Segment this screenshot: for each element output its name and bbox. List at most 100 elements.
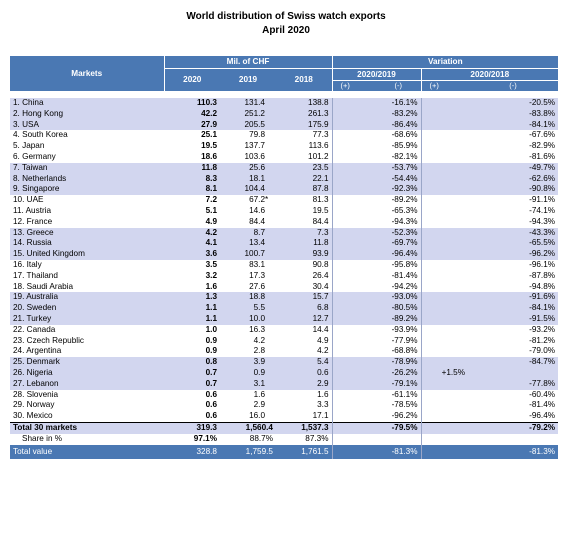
value-2019-cell: 0.9: [220, 367, 276, 379]
value-2019-cell: 100.7: [220, 249, 276, 260]
var-plus-19: [332, 378, 377, 390]
var-minus-19: -68.6%: [376, 130, 422, 142]
var-minus-18: -65.5%: [468, 238, 559, 250]
value-2018: 77.3: [276, 130, 333, 142]
value-2019-cell: 25.6: [220, 162, 276, 174]
value-2020: 3.5: [205, 259, 217, 269]
value-2019-cell: 3.9: [220, 357, 276, 368]
var-minus-18: -81.6%: [529, 151, 556, 161]
var-plus-18: [421, 249, 469, 260]
value-2019-cell: 8.7: [220, 227, 276, 239]
market-name: 30. Mexico: [13, 411, 53, 421]
table-row: 13. Greece 4.2 8.7 7.3 -52.3% -43.3%: [10, 227, 559, 239]
var-plus-18: [421, 152, 468, 163]
value-2020: 4.9: [205, 216, 217, 226]
var-minus-19: -78.9%: [376, 357, 422, 368]
var-plus-18: [421, 227, 469, 239]
market-name: 10. UAE: [13, 195, 44, 205]
value-2020: 18.6: [201, 151, 217, 161]
share-label: Share in %: [10, 433, 164, 445]
var-plus-19: [332, 152, 376, 163]
report-period: April 2020: [262, 25, 310, 36]
value-2018: 93.9: [276, 249, 333, 260]
var-minus-19: -85.9%: [376, 141, 422, 152]
value-2020: 0.6: [205, 400, 217, 410]
value-2018: 30.4: [276, 281, 333, 293]
value-2019: 83.1: [249, 259, 265, 269]
year-2020-header: 2020: [183, 75, 202, 85]
value-2018: 87.8: [276, 184, 333, 196]
header-row-top: Markets Mil. of CHF Variation: [10, 56, 559, 91]
exports-table: Markets Mil. of CHF Variation 2020 2019 …: [10, 56, 559, 459]
value-2019: 4.2: [253, 335, 265, 345]
value-2019-cell: 10.0: [220, 313, 276, 325]
var-minus-18: -67.6%: [529, 130, 556, 140]
value-2020: 19.5: [201, 141, 217, 151]
table-row: 23. Czech Republic 0.9 4.2 4.9 -77.9% -81.2%: [10, 335, 558, 347]
total-value-2019: 1,759.5: [220, 444, 276, 459]
var-minus-18: [468, 367, 559, 379]
value-2019: 17.3: [249, 270, 265, 280]
value-2019: 27.6: [249, 281, 265, 291]
var-plus-19: [332, 260, 376, 271]
var-plus-18: [421, 357, 469, 368]
value-2018: 261.3: [276, 108, 333, 120]
var-minus-18: -79.0%: [529, 346, 556, 356]
var-plus-19: [332, 400, 376, 411]
table-row: 7. Taiwan 11.8 25.6 23.5 -53.7% -49.7%: [10, 162, 559, 174]
value-2019: 14.6: [249, 205, 265, 215]
total-30-2020: 319.3: [164, 421, 220, 434]
value-2019: 13.4: [249, 238, 265, 248]
value-2019: 131.4: [244, 98, 266, 107]
value-2019: 8.7: [253, 227, 265, 237]
value-2019-cell: 18.1: [220, 173, 276, 185]
value-2019-cell: 16.0: [220, 411, 276, 422]
mil-chf-header: Mil. of CHF: [164, 56, 333, 69]
var-minus-18: -82.9%: [529, 141, 556, 151]
value-2019-cell: 3.1: [220, 378, 276, 390]
var-plus-18: [421, 141, 468, 152]
var-plus-18: [421, 292, 469, 304]
table-row: 9. Singapore 8.1 104.4 87.8 -92.3% -90.8%: [10, 184, 559, 196]
value-2020: 11.8: [164, 162, 220, 174]
value-2019: 16.0: [249, 411, 265, 421]
value-2020: 7.2: [205, 195, 217, 205]
var-minus-18: -49.7%: [468, 162, 559, 174]
var-minus-19: -79.1%: [376, 378, 422, 390]
var-plus-19: [332, 130, 376, 141]
var-minus-18: -20.5%: [468, 98, 559, 109]
value-2020: 1.3: [164, 292, 220, 304]
value-2020: 0.7: [164, 367, 220, 379]
market-name: 24. Argentina: [13, 346, 62, 356]
value-2019-cell: 2.8: [220, 346, 276, 357]
var-minus-18: -60.4%: [529, 389, 556, 399]
table-row: 18. Saudi Arabia 1.6 27.6 30.4 -94.2% -94.8%: [10, 281, 558, 293]
var-minus-18: -91.6%: [468, 292, 559, 304]
table-row: 14. Russia 4.1 13.4 11.8 -69.7% -65.5%: [10, 238, 559, 250]
var-minus-19: -78.5%: [376, 400, 422, 412]
var-plus-19: [332, 238, 377, 250]
var-plus-19: [332, 357, 377, 368]
var-plus-19: [332, 336, 376, 347]
var-plus-19: [332, 390, 376, 401]
var-minus-18: -87.8%: [529, 270, 556, 280]
var-minus-18: -94.3%: [529, 216, 556, 226]
var-plus-18: [421, 119, 469, 131]
value-2020: 1.0: [205, 324, 217, 334]
var-minus-19: -92.3%: [376, 184, 422, 196]
var-plus-19: [332, 108, 377, 120]
var-minus-19: -53.7%: [376, 162, 422, 174]
value-2019-cell: 4.2: [220, 336, 276, 347]
var-plus-18: [421, 195, 468, 206]
value-2019: 10.0: [249, 313, 265, 323]
market-name: 22. Canada: [13, 324, 56, 334]
var-minus-19: -54.4%: [376, 173, 422, 185]
table-row: 11. Austria 5.1 14.6 19.5 -65.3% -74.1%: [10, 205, 558, 217]
table-row: 29. Norway 0.6 2.9 3.3 -78.5% -81.4%: [10, 400, 558, 412]
value-2019: 16.3: [249, 324, 265, 334]
value-2019: 100.7: [244, 249, 266, 259]
value-2020: 8.1: [164, 184, 220, 196]
var-minus-19: -26.2%: [376, 367, 422, 379]
var-plus-19: [332, 271, 376, 282]
value-2018: 101.2: [276, 151, 333, 163]
